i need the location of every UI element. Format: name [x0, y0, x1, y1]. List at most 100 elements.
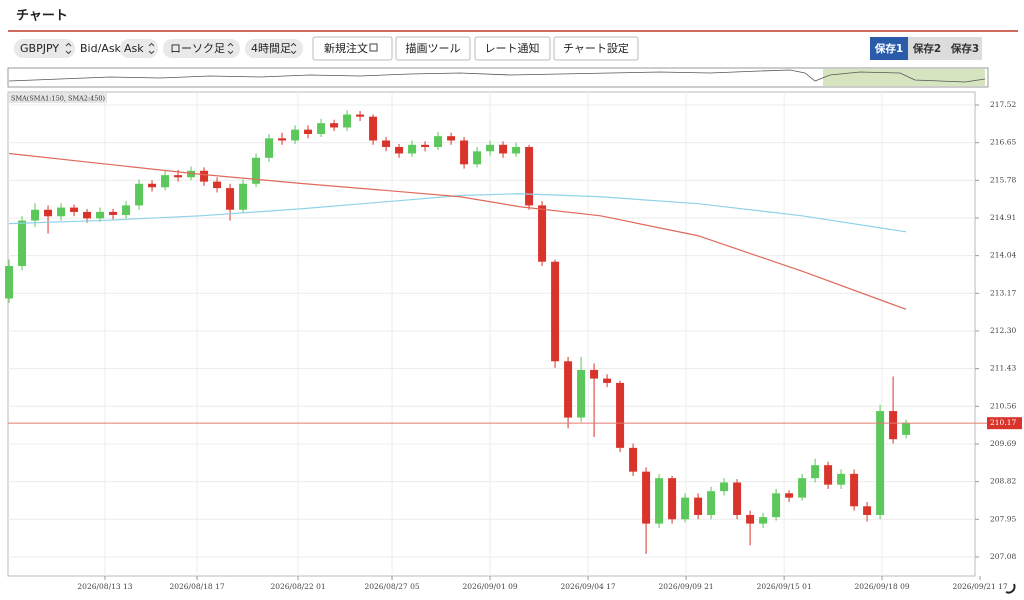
candle-body — [122, 205, 131, 215]
y-tick-label: 217.52 — [990, 100, 1016, 109]
side-select[interactable] — [120, 39, 158, 58]
candle-body — [603, 378, 612, 383]
timeframe[interactable]: 4時間足 — [251, 42, 291, 55]
candle-body — [616, 382, 625, 448]
candle-body — [161, 175, 170, 188]
candle-body — [239, 183, 248, 210]
sma-line — [9, 193, 907, 233]
candle-body — [421, 144, 430, 147]
x-tick-label: 2026/09/09 21 — [659, 582, 714, 591]
button[interactable] — [553, 36, 639, 61]
y-tick-label: 216.65 — [990, 138, 1016, 147]
timeframe-select[interactable] — [245, 39, 303, 58]
candle-body — [499, 144, 508, 154]
select-arrow — [148, 42, 155, 55]
candle-body — [577, 369, 586, 418]
candle-body — [460, 140, 469, 165]
candle-body — [824, 465, 833, 485]
candle-body — [135, 183, 144, 206]
x-tick-label: 2026/08/13 13 — [77, 582, 132, 591]
select-arrow — [290, 42, 297, 55]
candle-body — [642, 471, 651, 524]
x-tick-label: 2026/09/04 17 — [561, 582, 616, 591]
candle-body — [564, 361, 573, 418]
x-tick-label: 2026/09/15 01 — [757, 582, 812, 591]
candle-body — [330, 123, 339, 128]
plot-area — [7, 91, 976, 577]
candle-body — [863, 506, 872, 515]
y-tick-label: 210.56 — [990, 401, 1016, 410]
candle-body — [265, 138, 274, 158]
indicator-legend-bg — [9, 93, 107, 103]
candle-body — [252, 157, 261, 184]
candle-body — [889, 411, 898, 440]
button-label[interactable]: レート通知 — [485, 41, 540, 55]
style-select[interactable] — [163, 39, 240, 58]
save-label[interactable]: 保存2 — [912, 42, 941, 55]
candle-body — [70, 207, 79, 212]
x-tick-label: 2026/09/21 17 — [952, 582, 1007, 591]
candle-body — [213, 181, 222, 189]
candle-body — [434, 136, 443, 147]
candle-body — [382, 140, 391, 147]
chart-style[interactable]: ローソク足 — [170, 42, 225, 55]
candle-body — [395, 146, 404, 154]
save-label[interactable]: 保存1 — [874, 42, 903, 55]
y-tick-label: 215.78 — [990, 175, 1016, 184]
price-label: Bid/Ask — [80, 42, 122, 55]
candle-body — [876, 411, 885, 515]
candle-body — [96, 211, 105, 219]
candle-body — [629, 447, 638, 472]
candle-body — [57, 207, 66, 217]
candle-body — [343, 114, 352, 128]
candle-body — [31, 209, 40, 221]
button-label[interactable]: 新規注文 — [324, 41, 368, 55]
candle-body — [850, 473, 859, 507]
navigator-window[interactable] — [823, 69, 985, 86]
last-price-label: 210.17 — [990, 418, 1016, 427]
button-label[interactable]: チャート設定 — [563, 42, 629, 55]
candle-body — [694, 497, 703, 515]
candle-body — [681, 497, 690, 520]
popup-icon — [369, 43, 378, 52]
save-label[interactable]: 保存3 — [950, 42, 979, 55]
candle-body — [538, 205, 547, 262]
candle-body — [356, 114, 365, 117]
page-title: チャート — [16, 9, 68, 24]
symbol[interactable]: GBPJPY — [20, 42, 59, 55]
y-tick-label: 209.69 — [990, 439, 1016, 448]
y-tick-label: 214.91 — [990, 213, 1016, 222]
navigator[interactable] — [7, 67, 989, 88]
last-price-box — [987, 417, 1022, 430]
candle-body — [837, 473, 846, 485]
y-tick-label: 214.04 — [990, 251, 1016, 260]
candle-body — [707, 491, 716, 515]
save-tab[interactable] — [908, 37, 982, 60]
button[interactable] — [474, 36, 551, 61]
candle-body — [785, 493, 794, 498]
navigator-line — [8, 69, 986, 83]
symbol-select[interactable] — [14, 39, 75, 58]
candle-body — [200, 170, 209, 182]
save-tab-active[interactable] — [870, 37, 908, 60]
y-tick-label: 207.95 — [990, 514, 1016, 523]
candle-body — [590, 369, 599, 379]
candle-body — [304, 129, 313, 134]
button[interactable] — [312, 36, 393, 61]
candle-body — [83, 211, 92, 219]
candle-body — [746, 514, 755, 524]
button-label[interactable]: 描画ツール — [406, 41, 461, 55]
candle-body — [902, 423, 911, 435]
x-tick-label: 2026/08/27 05 — [364, 582, 419, 591]
button[interactable] — [395, 36, 471, 61]
price-side[interactable]: Ask — [124, 42, 144, 55]
x-tick-label: 2026/08/18 17 — [169, 582, 224, 591]
candle-body — [655, 478, 664, 524]
candle-body — [291, 129, 300, 141]
x-tick-label: 2026/09/18 09 — [854, 582, 909, 591]
marks — [5, 110, 988, 554]
indicator-legend: SMA(SMA1:150, SMA2:450) — [11, 95, 106, 103]
